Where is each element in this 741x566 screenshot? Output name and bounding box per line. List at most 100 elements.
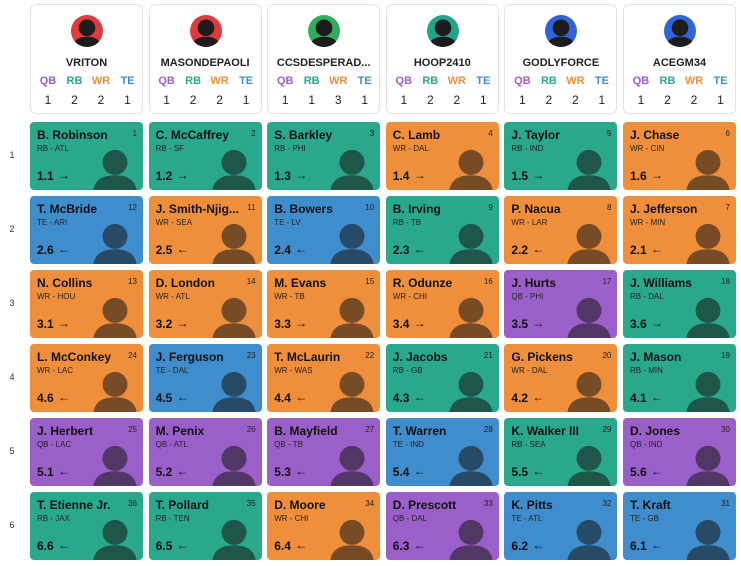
pick-number: 16 (483, 277, 493, 286)
round-number: 4 (9, 372, 15, 382)
team-header: VRITON QB 1 RB 2 WR 2 TE 1 (30, 4, 143, 114)
position-count: 1 (242, 93, 250, 107)
player-photo (565, 292, 613, 338)
player-silhouette (330, 445, 374, 486)
player-name: J. Hurts (511, 276, 557, 290)
position-label: RB (66, 75, 83, 87)
player-silhouette (211, 223, 256, 264)
pick-arrow: ← (532, 390, 545, 404)
player-silhouette (211, 297, 256, 338)
team-header: HOOP2410 QB 1 RB 2 WR 2 TE 1 (385, 4, 499, 114)
pick-number: 8 (606, 203, 612, 212)
pick-card: M. Penix QB - ATL 26 5.2 ← (148, 418, 262, 486)
pick-card: D. London WR - ATL 14 3.2 → (148, 270, 262, 338)
player-silhouette (330, 371, 374, 412)
pick-number: 29 (602, 425, 612, 434)
position-count: 1 (308, 93, 316, 107)
player-position-team: RB - JAX (37, 514, 70, 523)
pick-arrow: ← (413, 538, 426, 552)
player-photo (91, 514, 139, 560)
team-avatar (664, 15, 696, 47)
pick-card: K. Pitts TE - ATL 32 6.2 ← (504, 492, 618, 560)
pick-label: 6.1 (630, 539, 647, 553)
player-name: M. Evans (274, 276, 327, 290)
team-name: ACEGM34 (652, 57, 707, 69)
player-position-team: RB - TB (392, 218, 422, 227)
player-name: K. Pitts (511, 498, 553, 512)
pick-label: 3.6 (630, 317, 647, 331)
player-name: K. Walker III (511, 424, 579, 438)
pick-label: 2.3 (392, 243, 410, 257)
team-name: HOOP2410 (413, 57, 471, 69)
player-position-team: WR - DAL (511, 366, 548, 375)
player-position-team: TE - DAL (155, 366, 189, 375)
team-header: ACEGM34 QB 1 RB 2 WR 2 TE 1 (623, 4, 736, 114)
position-label: QB (514, 75, 531, 87)
player-silhouette (449, 371, 493, 412)
pick-arrow: ← (651, 538, 663, 552)
pick-number: 30 (721, 425, 730, 434)
team-avatar (189, 15, 222, 47)
player-silhouette (330, 297, 374, 338)
pick-card: T. Pollard RB - TEN 35 6.5 ← (148, 492, 262, 560)
pick-arrow: ← (532, 538, 545, 552)
pick-card: J. Ferguson TE - DAL 23 4.5 ← (148, 344, 262, 412)
player-name: J. Mason (630, 350, 682, 364)
round-number: 2 (9, 224, 15, 234)
round-number: 1 (9, 150, 15, 160)
player-position-team: QB - LAC (37, 440, 72, 449)
pick-arrow: → (413, 316, 426, 330)
player-silhouette (686, 519, 730, 560)
pick-label: 1.5 (511, 169, 529, 183)
player-name: D. Prescott (392, 498, 457, 512)
player-name: J. Jacobs (392, 350, 448, 364)
player-position-team: RB - ATL (37, 144, 69, 153)
position-count: 1 (479, 93, 487, 107)
player-photo (447, 292, 495, 338)
pick-card: M. Evans WR - TB 15 3.3 → (267, 270, 381, 338)
pick-label: 1.6 (630, 169, 647, 183)
position-label: WR (329, 75, 348, 87)
team-name: CCSDESPERAD... (276, 57, 371, 69)
player-position-team: RB - PHI (274, 144, 306, 153)
player-name: C. Lamb (392, 128, 441, 142)
pick-number: 34 (365, 499, 375, 508)
pick-number: 21 (483, 351, 493, 360)
avatar-icon (309, 19, 339, 47)
player-photo (684, 218, 732, 264)
pick-number: 23 (246, 351, 256, 360)
pick-label: 4.6 (37, 391, 54, 405)
pick-card: T. Warren TE - IND 28 5.4 ← (385, 418, 499, 486)
pick-label: 5.1 (37, 465, 54, 479)
avatar-icon (428, 19, 458, 47)
pick-label: 1.2 (155, 169, 173, 183)
pick-label: 2.4 (274, 243, 291, 257)
player-photo (91, 366, 139, 412)
pick-card: J. Williams RB - DAL 18 3.6 → (623, 270, 736, 338)
player-position-team: TE - GB (630, 514, 659, 523)
player-name: S. Barkley (274, 128, 333, 142)
player-photo (91, 292, 139, 338)
pick-number: 20 (602, 351, 612, 360)
player-name: B. Mayfield (274, 424, 338, 438)
player-name: B. Irving (392, 202, 441, 216)
player-photo (210, 292, 258, 338)
team-header: GODLYFORCE QB 1 RB 2 WR 2 TE 1 (504, 4, 618, 114)
player-position-team: RB - SF (155, 144, 185, 153)
pick-number: 25 (128, 425, 137, 434)
pick-label: 5.5 (511, 465, 529, 479)
pick-number: 11 (247, 203, 256, 212)
pick-card: T. McLaurin WR - WAS 22 4.4 ← (267, 344, 381, 412)
pick-number: 19 (721, 351, 730, 360)
pick-label: 5.3 (274, 465, 291, 479)
pick-number: 36 (128, 499, 137, 508)
player-position-team: WR - ATL (155, 292, 190, 301)
pick-label: 1.1 (37, 169, 54, 183)
player-position-team: RB - GB (392, 366, 423, 375)
pick-card: D. Prescott QB - DAL 33 6.3 ← (385, 492, 499, 560)
player-silhouette (686, 445, 730, 486)
player-silhouette (211, 149, 256, 190)
pick-label: 3.4 (392, 317, 410, 331)
pick-label: 1.3 (274, 169, 291, 183)
team-avatar (308, 15, 341, 47)
